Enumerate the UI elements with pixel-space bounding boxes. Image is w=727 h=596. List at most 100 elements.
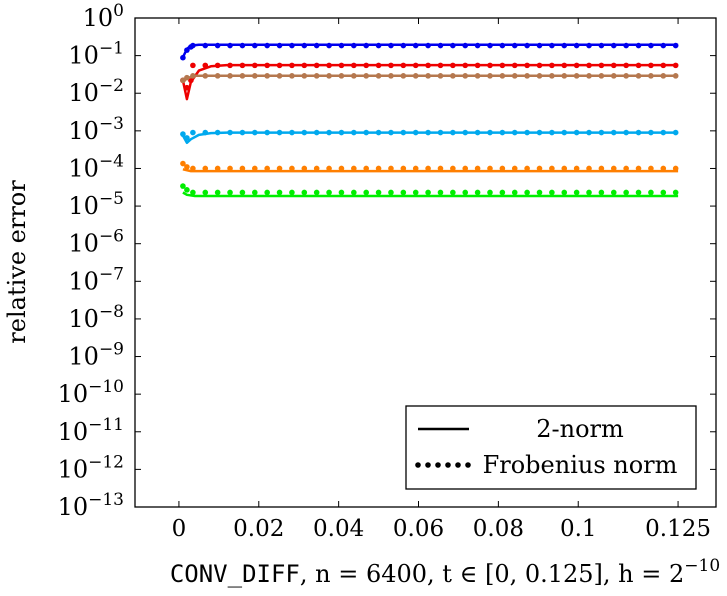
y-tick-label: 10−2 [68,76,124,107]
frobenius-point-series-6 [425,189,431,196]
y-tick-label: 10−8 [68,302,124,333]
frobenius-point-series-6 [375,189,382,196]
y-tick-exponent: −8 [99,302,124,322]
frobenius-point-series-6 [301,189,308,196]
frobenius-point-series-6 [450,189,456,196]
frobenius-point-series-6 [180,183,186,189]
y-tick-exponent: −7 [99,264,124,284]
y-tick-base: 10 [68,343,99,371]
legend-dot [465,462,471,468]
frobenius-point-series-6 [536,189,543,196]
y-tick-label: 10−13 [58,490,124,521]
frobenius-point-series-6 [511,189,518,196]
y-tick-label: 10−5 [68,189,124,220]
y-tick-base: 10 [68,42,99,70]
frobenius-point-series-6 [326,189,332,196]
y-axis-label: relative error [3,180,31,344]
y-tick-base: 10 [58,418,89,446]
two-norm-line-series-3 [182,74,679,83]
frobenius-point-series-2 [190,62,196,69]
y-tick-base: 10 [68,267,99,295]
frobenius-point-series-6 [623,189,629,196]
y-tick-exponent: 0 [113,1,124,21]
frobenius-point-series-6 [251,189,258,196]
frobenius-point-series-6 [474,189,481,196]
legend-dot [425,462,431,468]
y-tick-label: 10−4 [68,151,124,182]
y-tick-base: 10 [68,79,99,107]
legend-entry-2-norm: 2-norm [536,415,624,443]
x-axis-label-code: CONV_DIFF [170,560,300,588]
x-tick-label: 0.08 [473,516,524,542]
frobenius-point-series-6 [351,189,357,196]
frobenius-point-series-6 [561,189,568,196]
frobenius-point-series-6 [227,189,233,196]
two-norm-line-series-4 [181,131,679,145]
frobenius-point-series-6 [660,189,667,196]
frobenius-point-series-6 [289,189,295,196]
frobenius-point-series-6 [313,189,320,196]
y-tick-exponent: −10 [88,377,124,397]
y-tick-base: 10 [58,455,89,483]
legend: 2-norm Frobenius norm [405,405,697,490]
frobenius-point-series-6 [264,189,270,196]
frobenius-point-series-6 [202,189,209,196]
frobenius-point-series-6 [487,189,493,196]
y-tick-exponent: −11 [88,415,124,435]
legend-entry-frobenius: Frobenius norm [483,451,678,479]
y-tick-label: 10−12 [58,452,124,483]
frobenius-point-series-6 [524,189,530,196]
x-axis-label-text: , n = 6400, t ∈ [0, 0.125], h = 2 [300,560,684,588]
frobenius-point-series-6 [499,189,506,196]
y-ticks: 10010−110−210−310−410−510−610−710−810−91… [58,1,716,521]
chart-marks [180,42,679,198]
legend-dotted-sample [415,462,471,468]
x-tick-label: 0.06 [393,516,444,542]
x-tick-label: 0.125 [645,516,711,542]
frobenius-point-series-6 [338,189,345,196]
x-axis-label: CONV_DIFF, n = 6400, t ∈ [0, 0.125], h =… [170,556,720,588]
y-tick-label: 10−11 [58,415,124,446]
frobenius-point-series-6 [610,189,617,196]
frobenius-point-series-5 [184,164,190,170]
y-tick-label: 100 [83,1,124,32]
y-tick-label: 10−9 [68,340,124,371]
two-norm-line-series-1 [181,43,679,58]
legend-dot [455,462,461,468]
y-tick-exponent: −9 [99,340,124,360]
frobenius-point-series-6 [276,189,283,196]
y-tick-exponent: −2 [99,76,124,96]
y-tick-exponent: −1 [99,39,124,59]
frobenius-point-series-6 [388,189,394,196]
y-tick-base: 10 [68,305,99,333]
frobenius-point-series-6 [598,189,605,196]
y-tick-label: 10−3 [68,114,124,145]
frobenius-point-series-6 [573,189,580,196]
frobenius-point-series-6 [635,189,642,196]
y-tick-base: 10 [68,230,99,258]
y-tick-label: 10−1 [68,39,124,70]
y-tick-base: 10 [58,380,89,408]
frobenius-point-series-5 [180,160,186,167]
y-tick-base: 10 [83,4,114,32]
frobenius-point-series-6 [239,189,246,196]
frobenius-point-series-6 [184,187,190,193]
frobenius-point-series-4 [190,129,196,136]
y-tick-exponent: −4 [99,151,124,171]
x-tick-label: 0.1 [560,516,597,542]
y-tick-exponent: −3 [99,114,124,134]
y-tick-label: 10−10 [58,377,124,408]
legend-box [405,405,697,490]
y-tick-base: 10 [68,117,99,145]
legend-dot [435,462,441,468]
y-tick-exponent: −13 [88,490,124,510]
x-axis-label-exponent: −10 [684,556,720,576]
y-tick-label: 10−6 [68,227,124,258]
frobenius-point-series-6 [437,189,444,196]
two-norm-line-series-5 [182,168,679,173]
legend-dot [445,462,451,468]
frobenius-point-series-6 [412,189,419,196]
frobenius-point-series-6 [586,189,592,196]
y-tick-base: 10 [68,154,99,182]
